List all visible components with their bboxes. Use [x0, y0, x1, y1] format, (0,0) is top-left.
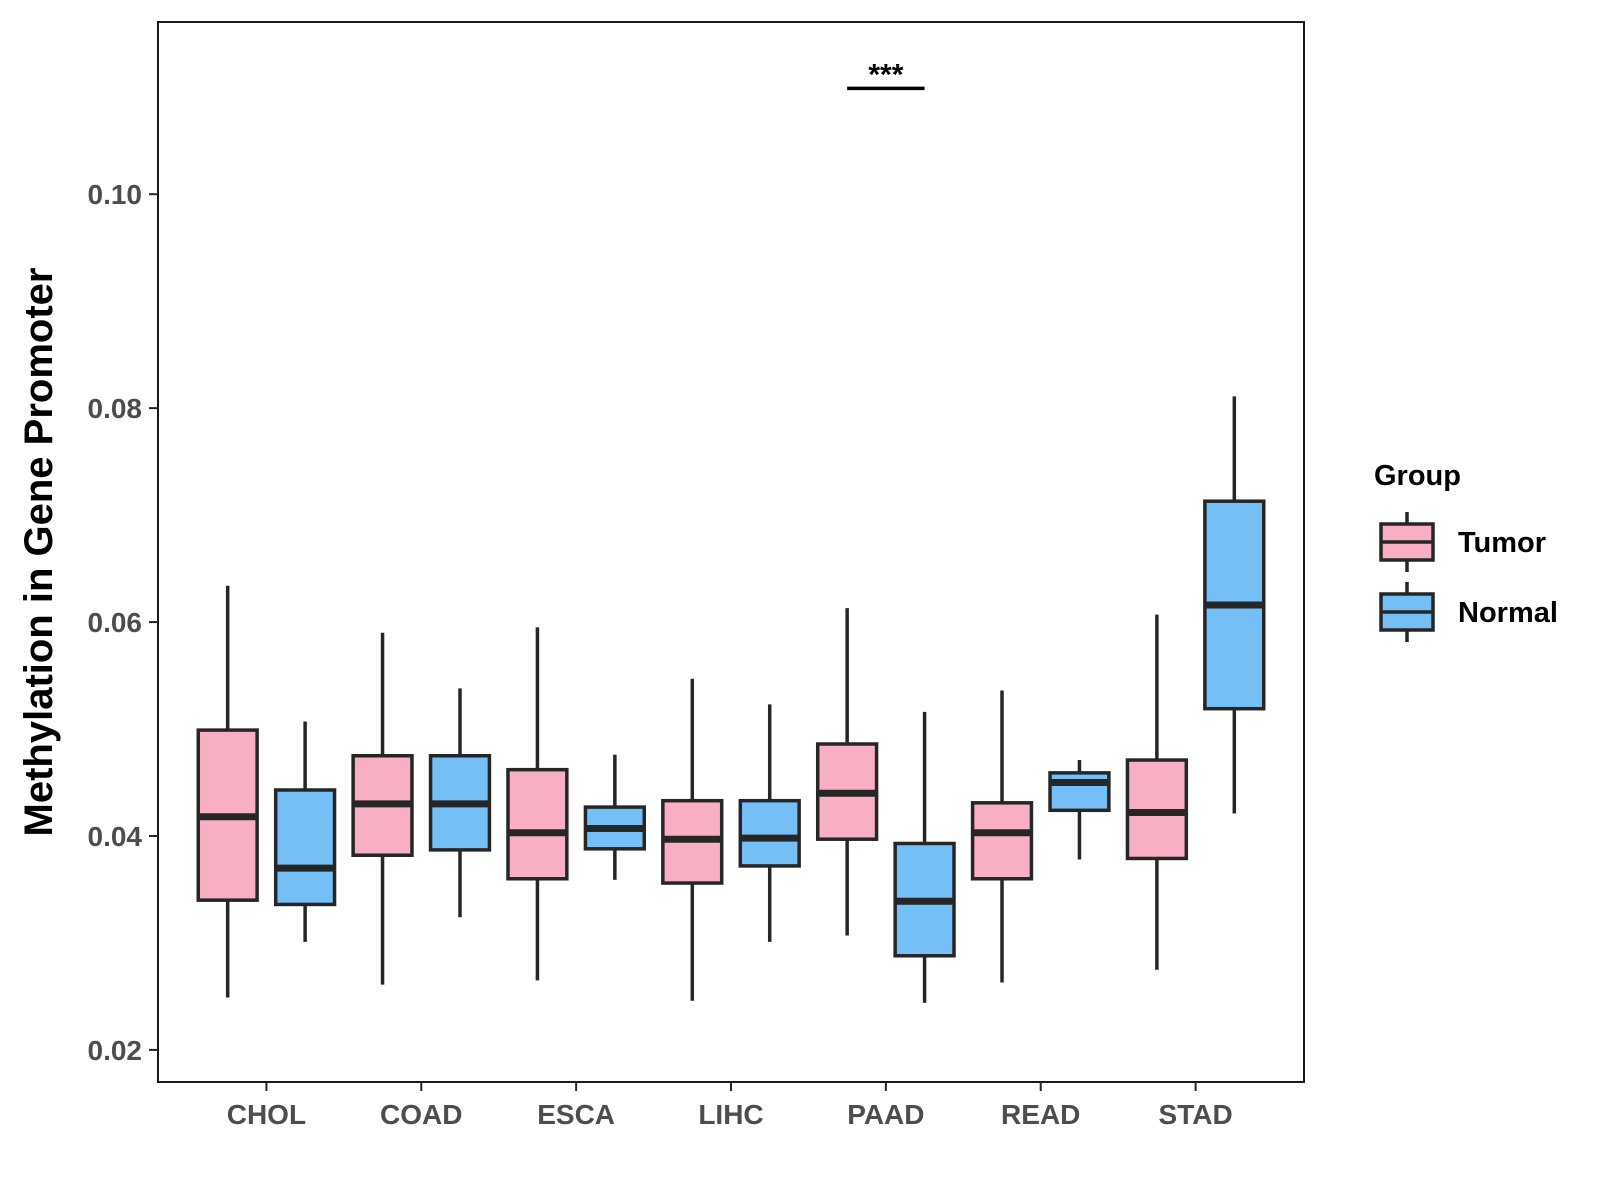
box-tumor-read [970, 690, 1034, 983]
box-tumor-esca [506, 627, 569, 981]
x-tick-label-coad: COAD [380, 1099, 462, 1130]
legend-entry-tumor: Tumor [1379, 512, 1546, 572]
boxes-layer [196, 396, 1266, 1003]
box-normal-lihc [738, 704, 801, 942]
y-tick-label: 0.10 [88, 179, 143, 210]
y-tick-label: 0.02 [88, 1035, 143, 1066]
y-tick-label: 0.06 [88, 607, 143, 638]
legend-label-normal: Normal [1458, 597, 1558, 629]
box-normal-chol [273, 721, 337, 942]
box-normal-paad [893, 711, 956, 1003]
plot-panel [157, 21, 1305, 1083]
box-tumor-coad [351, 632, 414, 985]
x-tick-label-chol: CHOL [227, 1099, 306, 1130]
legend-entry-normal: Normal [1379, 582, 1558, 642]
box-normal-esca [583, 754, 647, 880]
box-normal-read [1048, 760, 1111, 860]
box-tumor-chol [196, 585, 259, 998]
box-tumor-paad [815, 608, 879, 936]
x-tick-label-read: READ [1001, 1099, 1080, 1130]
box-normal-coad [428, 688, 492, 918]
box-body [738, 798, 801, 868]
y-tick-label: 0.04 [88, 821, 143, 852]
x-tick-label-paad: PAAD [847, 1099, 924, 1130]
box-body [273, 788, 337, 907]
x-tick-label-lihc: LIHC [698, 1099, 763, 1130]
legend: Group Tumor Normal [1374, 460, 1558, 642]
box-body [1048, 771, 1111, 813]
x-tick-label-esca: ESCA [537, 1099, 615, 1130]
y-axis-title: Methylation in Gene Promoter [17, 268, 61, 837]
box-tumor-lihc [661, 678, 724, 1001]
legend-label-tumor: Tumor [1458, 527, 1546, 559]
box-body [970, 801, 1034, 881]
annotations-layer: *** [847, 58, 925, 91]
y-axis: 0.02 0.04 0.06 0.08 0.10 [88, 179, 158, 1066]
significance-label: *** [868, 58, 903, 91]
y-tick-label: 0.08 [88, 393, 143, 424]
box-normal-stad [1203, 396, 1266, 814]
x-tick-label-stad: STAD [1159, 1099, 1233, 1130]
box-tumor-stad [1125, 614, 1189, 970]
box-body [506, 767, 569, 881]
legend-title: Group [1374, 460, 1461, 492]
x-axis: CHOL COAD ESCA LIHC PAAD READ STAD [227, 1082, 1233, 1130]
